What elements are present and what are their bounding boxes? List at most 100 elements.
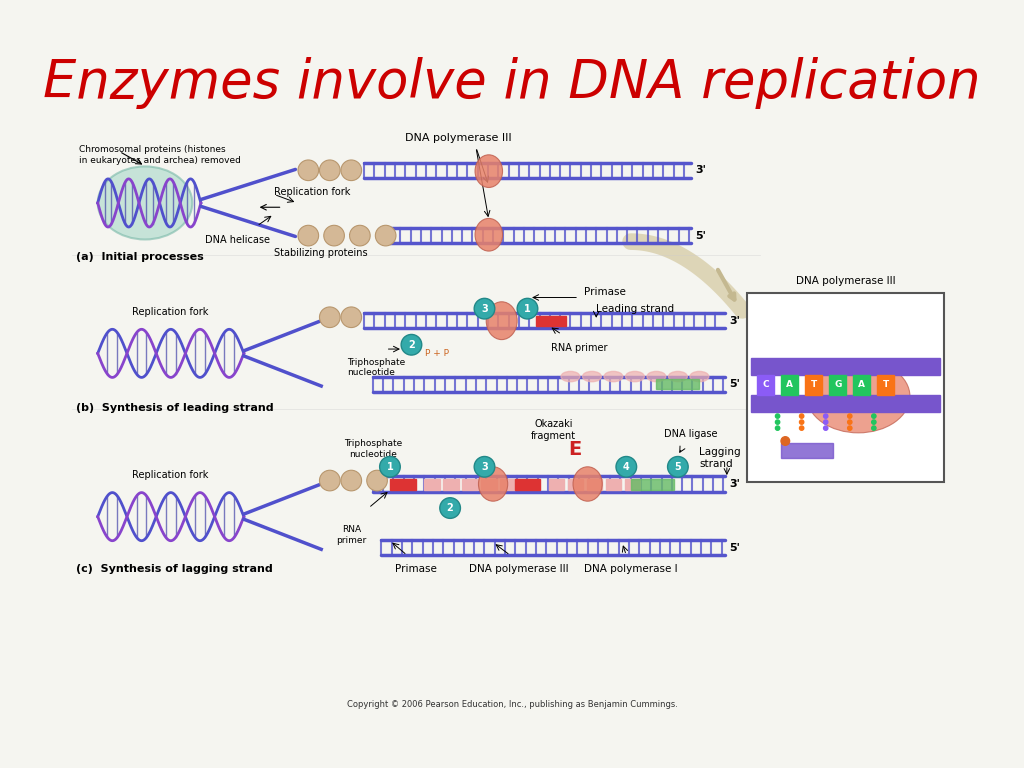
Text: DNA polymerase III: DNA polymerase III <box>796 276 895 286</box>
Text: T: T <box>883 380 889 389</box>
Bar <box>751 358 940 375</box>
Text: RNA primer: RNA primer <box>551 343 607 353</box>
Circle shape <box>319 307 340 328</box>
Bar <box>481 478 497 490</box>
Ellipse shape <box>669 372 687 382</box>
Bar <box>587 478 602 490</box>
Text: DNA polymerase III: DNA polymerase III <box>469 564 568 574</box>
Circle shape <box>823 420 827 424</box>
Bar <box>537 316 566 326</box>
Ellipse shape <box>573 467 602 502</box>
Circle shape <box>823 426 827 430</box>
Text: 4: 4 <box>623 462 630 472</box>
Text: 3': 3' <box>729 479 740 489</box>
Text: 2: 2 <box>446 503 454 513</box>
Circle shape <box>367 470 387 491</box>
Circle shape <box>517 298 538 319</box>
FancyBboxPatch shape <box>746 293 944 482</box>
Text: Primase: Primase <box>584 287 626 297</box>
Text: P + P: P + P <box>425 349 450 358</box>
Text: T: T <box>811 380 817 389</box>
Bar <box>500 478 515 490</box>
Text: E: E <box>568 440 582 459</box>
Ellipse shape <box>561 372 580 382</box>
Text: DNA ligase: DNA ligase <box>664 429 718 439</box>
Circle shape <box>439 498 461 518</box>
Bar <box>631 478 674 490</box>
Text: DNA polymerase III: DNA polymerase III <box>406 133 512 143</box>
Circle shape <box>298 160 318 180</box>
Circle shape <box>800 420 804 424</box>
Bar <box>605 478 622 490</box>
Circle shape <box>848 420 852 424</box>
Circle shape <box>319 160 340 180</box>
Text: 5': 5' <box>729 379 740 389</box>
Text: Replication fork: Replication fork <box>132 470 209 481</box>
Text: Replication fork: Replication fork <box>274 187 350 197</box>
Circle shape <box>319 470 340 491</box>
Circle shape <box>871 414 876 419</box>
Text: (b)  Synthesis of leading strand: (b) Synthesis of leading strand <box>76 403 273 413</box>
Circle shape <box>800 426 804 430</box>
Circle shape <box>324 225 344 246</box>
Bar <box>781 442 833 458</box>
Ellipse shape <box>626 372 644 382</box>
Text: Primase: Primase <box>395 564 436 574</box>
Text: (c)  Synthesis of lagging strand: (c) Synthesis of lagging strand <box>76 564 273 574</box>
Text: 2: 2 <box>409 339 415 349</box>
Circle shape <box>668 456 688 477</box>
Bar <box>878 375 895 395</box>
Ellipse shape <box>604 372 623 382</box>
Circle shape <box>380 456 400 477</box>
Text: Stabilizing proteins: Stabilizing proteins <box>274 249 368 259</box>
Text: 3: 3 <box>481 462 487 472</box>
Circle shape <box>775 426 779 430</box>
Bar <box>424 478 439 490</box>
Bar <box>390 478 416 490</box>
Circle shape <box>848 414 852 419</box>
Bar <box>751 395 940 412</box>
Text: Copyright © 2006 Pearson Education, Inc., publishing as Benjamin Cummings.: Copyright © 2006 Pearson Education, Inc.… <box>346 700 678 709</box>
Circle shape <box>848 426 852 430</box>
Bar <box>625 478 640 490</box>
Ellipse shape <box>486 302 517 339</box>
Circle shape <box>775 420 779 424</box>
Circle shape <box>871 420 876 424</box>
Bar <box>829 375 846 395</box>
Bar <box>805 375 822 395</box>
Circle shape <box>823 414 827 419</box>
Circle shape <box>616 456 637 477</box>
Text: DNA polymerase I: DNA polymerase I <box>584 564 678 574</box>
Text: 3: 3 <box>481 303 487 313</box>
Text: Enzymes involve in DNA replication: Enzymes involve in DNA replication <box>43 57 981 108</box>
Ellipse shape <box>97 167 193 240</box>
Text: DNA helicase: DNA helicase <box>205 235 270 245</box>
Circle shape <box>800 414 804 419</box>
Text: Chromosomal proteins (histones
in eukaryotes and archea) removed: Chromosomal proteins (histones in eukary… <box>79 145 241 165</box>
Circle shape <box>401 334 422 355</box>
Ellipse shape <box>807 359 910 433</box>
Text: 3': 3' <box>695 165 706 175</box>
Bar <box>568 478 584 490</box>
Ellipse shape <box>475 155 503 187</box>
Ellipse shape <box>647 372 666 382</box>
Text: Triphosphate
nucleotide: Triphosphate nucleotide <box>347 358 406 377</box>
Text: 5': 5' <box>695 230 706 240</box>
Ellipse shape <box>478 467 508 502</box>
Circle shape <box>871 426 876 430</box>
Circle shape <box>376 225 396 246</box>
Text: 1: 1 <box>524 303 530 313</box>
Text: 1: 1 <box>387 462 393 472</box>
Text: (a)  Initial processes: (a) Initial processes <box>76 252 204 262</box>
Ellipse shape <box>583 372 601 382</box>
Bar <box>757 375 774 395</box>
Text: 3': 3' <box>729 316 740 326</box>
Text: 5: 5 <box>675 462 681 472</box>
Bar <box>656 379 699 389</box>
Circle shape <box>474 298 495 319</box>
Circle shape <box>474 456 495 477</box>
Ellipse shape <box>690 372 709 382</box>
Circle shape <box>349 225 371 246</box>
Text: Leading strand: Leading strand <box>596 303 675 313</box>
Text: A: A <box>786 380 794 389</box>
